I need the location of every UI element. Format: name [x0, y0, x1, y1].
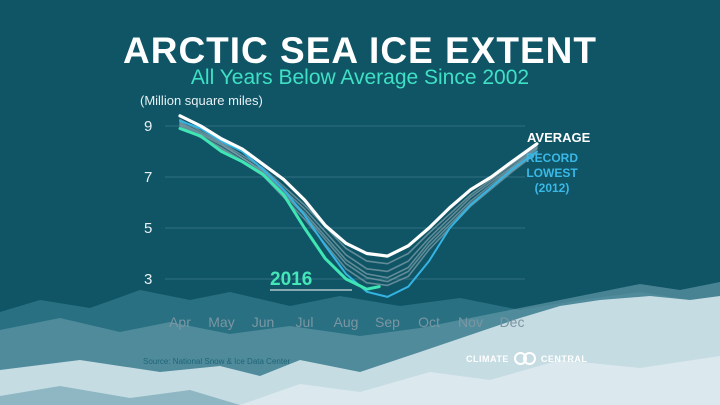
x-tick-label: May [208, 314, 234, 330]
x-tick-label: Aug [334, 314, 359, 330]
page-title: ARCTIC SEA ICE EXTENT [123, 30, 597, 71]
x-tick-label: Dec [500, 314, 525, 330]
other-year-line [179, 121, 538, 279]
rings-icon [513, 352, 536, 365]
record-lowest-label: RECORD [526, 151, 578, 165]
page-subtitle: All Years Below Average Since 2002 [190, 66, 530, 89]
source-note: Source: National Snow & Ice Data Center [143, 357, 291, 366]
brand-logo: CLIMATE CENTRAL [466, 352, 587, 365]
x-tick-label: Nov [458, 314, 483, 330]
y-axis-ticks: 3 5 7 9 [144, 118, 152, 288]
chart-series [178, 114, 539, 298]
y-tick-label: 5 [144, 220, 152, 237]
average-line [178, 114, 539, 258]
x-tick-label: Apr [169, 314, 191, 330]
y-tick-label: 9 [144, 118, 152, 135]
record-lowest-line [179, 119, 538, 298]
y-axis-unit-label: (Million square miles) [140, 93, 263, 108]
x-tick-label: Jul [296, 314, 314, 330]
average-label: AVERAGE [527, 130, 591, 145]
brand-left: CLIMATE [466, 353, 509, 364]
brand-right: CENTRAL [540, 353, 588, 364]
mountain-silhouette [0, 282, 720, 405]
x-tick-label: Sep [375, 314, 400, 330]
y-tick-label: 7 [144, 169, 152, 186]
x-axis-ticks: Apr May Jun Jul Aug Sep Oct Nov Dec [169, 314, 524, 330]
x-tick-label: Jun [252, 314, 275, 330]
record-lowest-label: (2012) [535, 181, 570, 195]
x-tick-label: Oct [418, 314, 440, 330]
record-lowest-label: LOWEST [526, 166, 578, 180]
y-tick-label: 3 [144, 271, 152, 288]
year-2016-line [178, 127, 381, 291]
year-2016-label: 2016 [270, 269, 312, 290]
